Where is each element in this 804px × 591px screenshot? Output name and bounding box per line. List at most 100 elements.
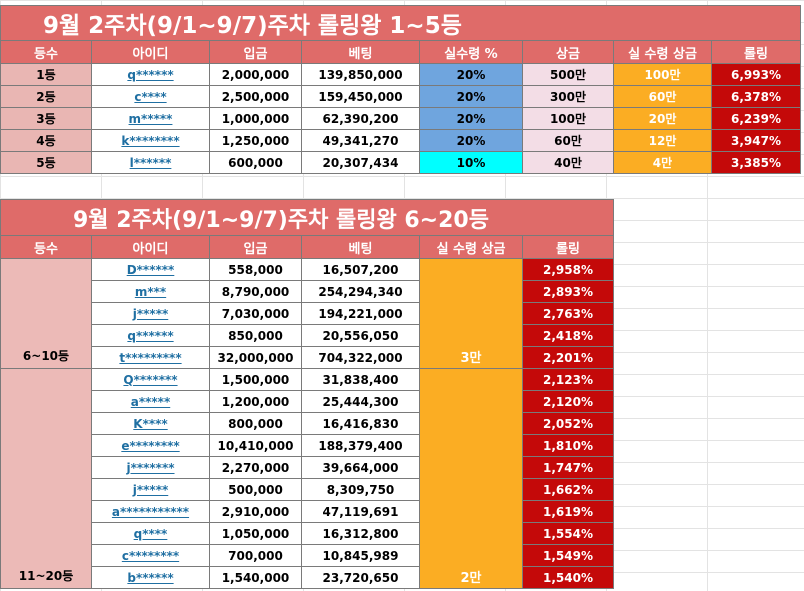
header-id: 아이디 [91, 235, 210, 259]
table-row: q**** 1,050,000 16,312,800 1,554% [1, 522, 614, 545]
rolling-cell: 6,378% [711, 85, 801, 108]
table-row: j******* 2,270,000 39,664,000 1,747% [1, 456, 614, 479]
percent-cell: 20% [419, 85, 523, 108]
deposit-cell: 1,540,000 [209, 566, 302, 589]
user-id-link[interactable]: m*** [91, 280, 210, 303]
rolling-cell: 1,549% [522, 544, 614, 567]
rolling-cell: 2,052% [522, 412, 614, 435]
rolling-cell: 1,662% [522, 478, 614, 501]
rank-group-cell: 11~20등 [0, 368, 92, 589]
deposit-cell: 10,410,000 [209, 434, 302, 457]
table-row: 11~20등 Q******* 1,500,000 31,838,400 2만 … [0, 368, 614, 589]
top5-table: 9월 2주차(9/1~9/7)주차 롤링왕 1~5등 등수 아이디 입금 베팅 … [0, 5, 801, 174]
received-prize-cell: 12만 [613, 129, 712, 152]
deposit-cell: 1,050,000 [209, 522, 302, 545]
rolling-cell: 6,993% [711, 63, 801, 86]
user-id-link[interactable]: j******* [91, 456, 210, 479]
header-bet: 베팅 [301, 235, 420, 259]
user-id-link[interactable]: D****** [91, 258, 210, 281]
rank-cell: 1등 [0, 63, 92, 86]
prize-cell: 100만 [522, 107, 614, 130]
table-row: j***** 7,030,000 194,221,000 2,763% [1, 302, 614, 325]
prize-cell: 500만 [522, 63, 614, 86]
deposit-cell: 32,000,000 [209, 346, 302, 369]
deposit-cell: 1,200,000 [209, 390, 302, 413]
bet-cell: 8,309,750 [301, 478, 420, 501]
user-id-link[interactable]: a***** [91, 390, 210, 413]
table-row: j***** 500,000 8,309,750 1,662% [1, 478, 614, 501]
deposit-cell: 700,000 [209, 544, 302, 567]
table-row: a***** 1,200,000 25,444,300 2,120% [1, 390, 614, 413]
bet-cell: 20,556,050 [301, 324, 420, 347]
rolling-cell: 2,958% [522, 258, 614, 281]
user-id-link[interactable]: e******** [91, 434, 210, 457]
rolling-cell: 1,554% [522, 522, 614, 545]
user-id-link[interactable]: k******** [91, 129, 210, 152]
bet-cell: 16,416,830 [301, 412, 420, 435]
user-id-link[interactable]: c******** [91, 544, 210, 567]
percent-cell: 10% [419, 151, 523, 174]
rolling-cell: 3,385% [711, 151, 801, 174]
rolling-cell: 2,201% [522, 346, 614, 369]
rank-cell: 3등 [0, 107, 92, 130]
bet-cell: 62,390,200 [301, 107, 420, 130]
deposit-cell: 600,000 [209, 151, 302, 174]
bet-cell: 254,294,340 [301, 280, 420, 303]
user-id-link[interactable]: c**** [91, 85, 210, 108]
table-row: a*********** 2,910,000 47,119,691 1,619% [1, 500, 614, 523]
user-id-link[interactable]: K**** [91, 412, 210, 435]
table-row: m*** 8,790,000 254,294,340 2,893% [1, 280, 614, 303]
user-id-link[interactable]: j***** [91, 478, 210, 501]
header-rank: 등수 [0, 40, 92, 64]
bet-cell: 39,664,000 [301, 456, 420, 479]
table-row: e******** 10,410,000 188,379,400 1,810% [1, 434, 614, 457]
deposit-cell: 500,000 [209, 478, 302, 501]
percent-cell: 20% [419, 63, 523, 86]
deposit-cell: 1,250,000 [209, 129, 302, 152]
rolling-cell: 3,947% [711, 129, 801, 152]
user-id-link[interactable]: j***** [91, 302, 210, 325]
user-id-link[interactable]: l****** [91, 151, 210, 174]
user-id-link[interactable]: Q******* [91, 368, 210, 391]
deposit-cell: 2,270,000 [209, 456, 302, 479]
user-id-link[interactable]: q****** [91, 324, 210, 347]
deposit-cell: 800,000 [209, 412, 302, 435]
user-id-link[interactable]: b****** [91, 566, 210, 589]
received-prize-group-cell: 3만 [419, 258, 523, 369]
rank-cell: 4등 [0, 129, 92, 152]
user-id-link[interactable]: a*********** [91, 500, 210, 523]
deposit-cell: 7,030,000 [209, 302, 302, 325]
prize-cell: 40만 [522, 151, 614, 174]
deposit-cell: 2,910,000 [209, 500, 302, 523]
percent-cell: 20% [419, 107, 523, 130]
user-id-link[interactable]: t********* [91, 346, 210, 369]
user-id-link[interactable]: m***** [91, 107, 210, 130]
percent-cell: 20% [419, 129, 523, 152]
bet-cell: 704,322,000 [301, 346, 420, 369]
top5-title: 9월 2주차(9/1~9/7)주차 롤링왕 1~5등 [0, 5, 801, 41]
deposit-cell: 2,500,000 [209, 85, 302, 108]
table-row: 4등 k******** 1,250,000 49,341,270 20% 60… [0, 129, 801, 152]
rolling-cell: 1,619% [522, 500, 614, 523]
deposit-cell: 558,000 [209, 258, 302, 281]
received-prize-cell: 60만 [613, 85, 712, 108]
header-rolling: 롤링 [522, 235, 614, 259]
rolling-cell: 2,418% [522, 324, 614, 347]
bet-cell: 10,845,989 [301, 544, 420, 567]
user-id-link[interactable]: q**** [91, 522, 210, 545]
bet-cell: 139,850,000 [301, 63, 420, 86]
header-rank: 등수 [0, 235, 92, 259]
rank-group-cell: 6~10등 [0, 258, 92, 369]
bet-cell: 159,450,000 [301, 85, 420, 108]
header-id: 아이디 [91, 40, 210, 64]
header-received-prize: 실 수령 상금 [613, 40, 712, 64]
table-row: K**** 800,000 16,416,830 2,052% [1, 412, 614, 435]
user-id-link[interactable]: q****** [91, 63, 210, 86]
header-percent: 실수령 % [419, 40, 523, 64]
table-row: t********* 32,000,000 704,322,000 2,201% [1, 346, 614, 369]
rolling-cell: 6,239% [711, 107, 801, 130]
rolling-cell: 2,763% [522, 302, 614, 325]
bet-cell: 188,379,400 [301, 434, 420, 457]
header-received-prize: 실 수령 상금 [419, 235, 523, 259]
bet-cell: 23,720,650 [301, 566, 420, 589]
